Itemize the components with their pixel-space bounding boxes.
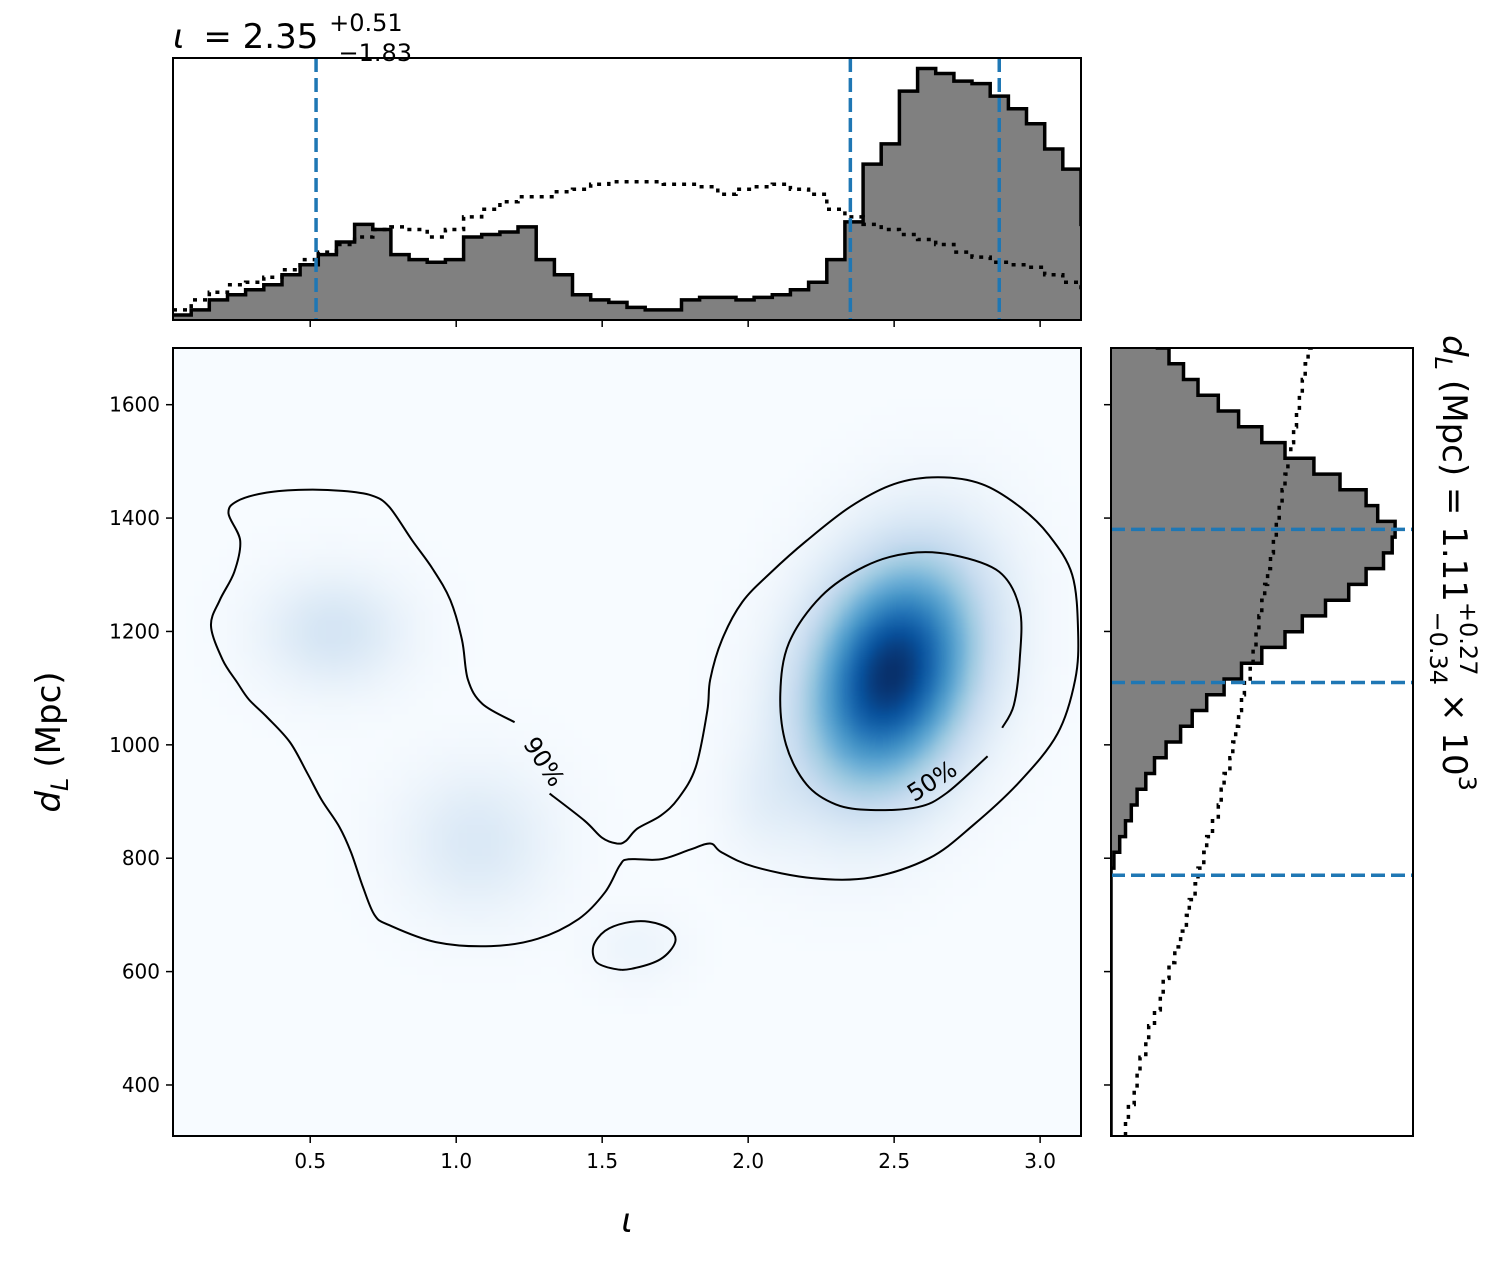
right-marginal-panel: dL (Mpc) = 1.11+0.27−0.34 × 103 xyxy=(1104,335,1482,1137)
x-tick-label: 2.0 xyxy=(732,1149,764,1173)
top-marginal-panel: ι = 2.35 +0.51 −1.83 xyxy=(172,0,1082,327)
title-dl-sub: L xyxy=(1429,357,1457,370)
right-posterior-outline xyxy=(1111,348,1397,1136)
x-tick-label: 1.5 xyxy=(586,1149,618,1173)
y-tick-label: 400 xyxy=(122,1073,160,1097)
title-dl-upper: +0.27 xyxy=(1454,602,1482,676)
top-panel-title: ι = 2.35 +0.51 −1.83 xyxy=(173,0,414,67)
x-axis-label: ι xyxy=(621,1201,633,1241)
contour-line-2 xyxy=(591,920,677,971)
y-label-units: (Mpc) xyxy=(29,671,69,767)
title-dl-exp: 3 xyxy=(1453,776,1481,791)
right-panel-frame xyxy=(1110,347,1414,1137)
density-image xyxy=(173,348,1081,1136)
top-posterior-outline xyxy=(173,66,1081,317)
title-iota-symbol: ι xyxy=(173,17,185,57)
contour-line-1 xyxy=(779,551,1023,812)
title-iota-upper: +0.51 xyxy=(329,9,403,37)
top-posterior-fill xyxy=(173,68,1081,320)
top-panel-frame xyxy=(172,57,1082,321)
joint-panel-frame xyxy=(172,347,1082,1137)
density-heatmap xyxy=(173,348,1081,1136)
title-dl-tail: × 10 xyxy=(1434,693,1474,776)
y-axis-label: dL (Mpc) xyxy=(29,671,74,812)
x-tick-label: 0.5 xyxy=(294,1149,326,1173)
right-prior-line xyxy=(1123,348,1313,1136)
y-tick-label: 1200 xyxy=(109,619,160,643)
title-iota-value: = 2.35 xyxy=(203,17,318,57)
joint-panel: 90% 50% 0.5 1.0 1.5 2.0 2.5 3.0 40060080010001… xyxy=(29,347,1082,1241)
y-tick-label: 1400 xyxy=(109,506,160,530)
y-tick-label: 600 xyxy=(122,960,160,984)
y-tick-label: 1000 xyxy=(109,733,160,757)
title-iota-lower: −1.83 xyxy=(339,39,413,67)
y-label-main: d xyxy=(29,791,69,813)
y-tick-label: 800 xyxy=(122,846,160,870)
contour-line-0 xyxy=(209,476,1080,948)
y-label-sub: L xyxy=(46,778,74,791)
x-tick-label: 2.5 xyxy=(878,1149,910,1173)
right-panel-title: dL (Mpc) = 1.11+0.27−0.34 × 103 xyxy=(1424,335,1482,791)
x-tick-label: 1.0 xyxy=(440,1149,472,1173)
title-dl-lower: −0.34 xyxy=(1424,611,1452,685)
title-dl-main: d xyxy=(1434,335,1474,357)
y-tick-label: 1600 xyxy=(109,393,160,417)
title-dl-value: (Mpc) = 1.11 xyxy=(1434,380,1474,602)
x-tick-label: 3.0 xyxy=(1024,1149,1056,1173)
right-posterior-fill xyxy=(1111,348,1396,1136)
